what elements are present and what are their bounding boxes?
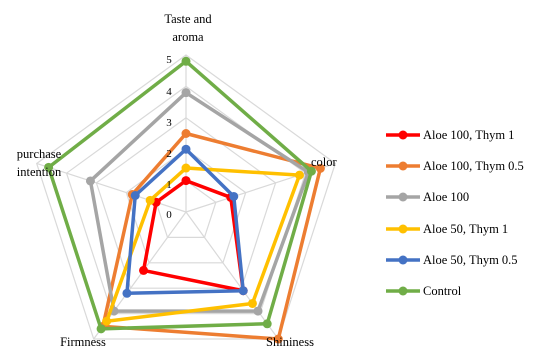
data-point bbox=[294, 170, 304, 180]
radial-ticks: 0 1 2 3 4 5 bbox=[166, 54, 172, 221]
legend-item: Aloe 50, Thym 1 bbox=[386, 222, 508, 236]
legend-swatch-marker bbox=[398, 192, 408, 202]
data-point bbox=[238, 286, 248, 296]
data-point bbox=[315, 163, 325, 173]
data-point bbox=[273, 334, 283, 344]
legend-label: Aloe 100 bbox=[423, 190, 469, 204]
legend-item: Aloe 100, Thym 0.5 bbox=[386, 159, 524, 173]
data-point bbox=[181, 163, 191, 173]
series-4 bbox=[122, 144, 248, 298]
series-5 bbox=[44, 56, 316, 334]
grid-spoke bbox=[185, 211, 279, 340]
data-point bbox=[96, 324, 106, 334]
tick-label-5: 5 bbox=[166, 54, 172, 66]
tick-label-1: 1 bbox=[166, 179, 172, 191]
data-point bbox=[145, 195, 155, 205]
data-point bbox=[262, 319, 272, 329]
data-point bbox=[181, 56, 191, 66]
series-line bbox=[125, 147, 245, 296]
legend-swatch-marker bbox=[398, 255, 408, 265]
series-line bbox=[141, 178, 245, 293]
legend-swatch-marker bbox=[398, 286, 408, 296]
axis-label-aroma: aroma bbox=[172, 30, 204, 44]
data-point bbox=[181, 176, 191, 186]
data-point bbox=[85, 176, 95, 186]
tick-label-3: 3 bbox=[166, 117, 172, 129]
tick-label-4: 4 bbox=[166, 86, 172, 98]
series-line bbox=[104, 166, 302, 323]
data-point bbox=[44, 162, 54, 172]
data-point bbox=[139, 265, 149, 275]
data-point bbox=[181, 88, 191, 98]
data-point bbox=[130, 191, 140, 201]
axis-label-purchase: purchase bbox=[17, 147, 62, 161]
data-point bbox=[247, 298, 257, 308]
tick-label-0: 0 bbox=[166, 209, 172, 221]
series-line bbox=[101, 131, 323, 341]
data-point bbox=[181, 129, 191, 138]
legend-item: Aloe 50, Thym 0.5 bbox=[386, 253, 518, 267]
series-line bbox=[46, 59, 314, 331]
legend-label: Aloe 50, Thym 1 bbox=[423, 222, 508, 236]
legend-item: Aloe 100, Thym 1 bbox=[386, 128, 514, 142]
axis-label-intention: intention bbox=[17, 165, 62, 179]
data-point bbox=[306, 166, 316, 176]
axis-label-color: color bbox=[311, 155, 338, 169]
legend-swatch-marker bbox=[398, 224, 408, 234]
legend-label: Aloe 50, Thym 0.5 bbox=[423, 253, 518, 267]
legend: Aloe 100, Thym 1 Aloe 100, Thym 0.5 Aloe… bbox=[386, 128, 524, 298]
legend-item: Control bbox=[386, 284, 462, 298]
axis-label-firmness: Firmness bbox=[60, 335, 106, 349]
legend-item: Aloe 100 bbox=[386, 190, 469, 204]
grid-ring bbox=[125, 148, 247, 264]
legend-label: Aloe 100, Thym 1 bbox=[423, 128, 514, 142]
legend-swatch-marker bbox=[398, 161, 408, 171]
axis-label-taste: Taste and bbox=[164, 12, 212, 26]
data-point bbox=[253, 306, 263, 316]
legend-label: Control bbox=[423, 284, 462, 298]
grid-ring bbox=[35, 54, 337, 340]
data-point bbox=[229, 191, 239, 201]
radar-series bbox=[44, 56, 325, 344]
tick-label-2: 2 bbox=[166, 148, 172, 160]
legend-label: Aloe 100, Thym 0.5 bbox=[423, 159, 524, 173]
data-point bbox=[102, 316, 112, 326]
data-point bbox=[181, 144, 191, 154]
grid-spoke bbox=[36, 162, 187, 213]
legend-swatch-marker bbox=[398, 130, 408, 140]
data-point bbox=[122, 288, 132, 298]
axis-label-shininess: Shininess bbox=[266, 335, 314, 349]
series-3 bbox=[102, 163, 304, 326]
